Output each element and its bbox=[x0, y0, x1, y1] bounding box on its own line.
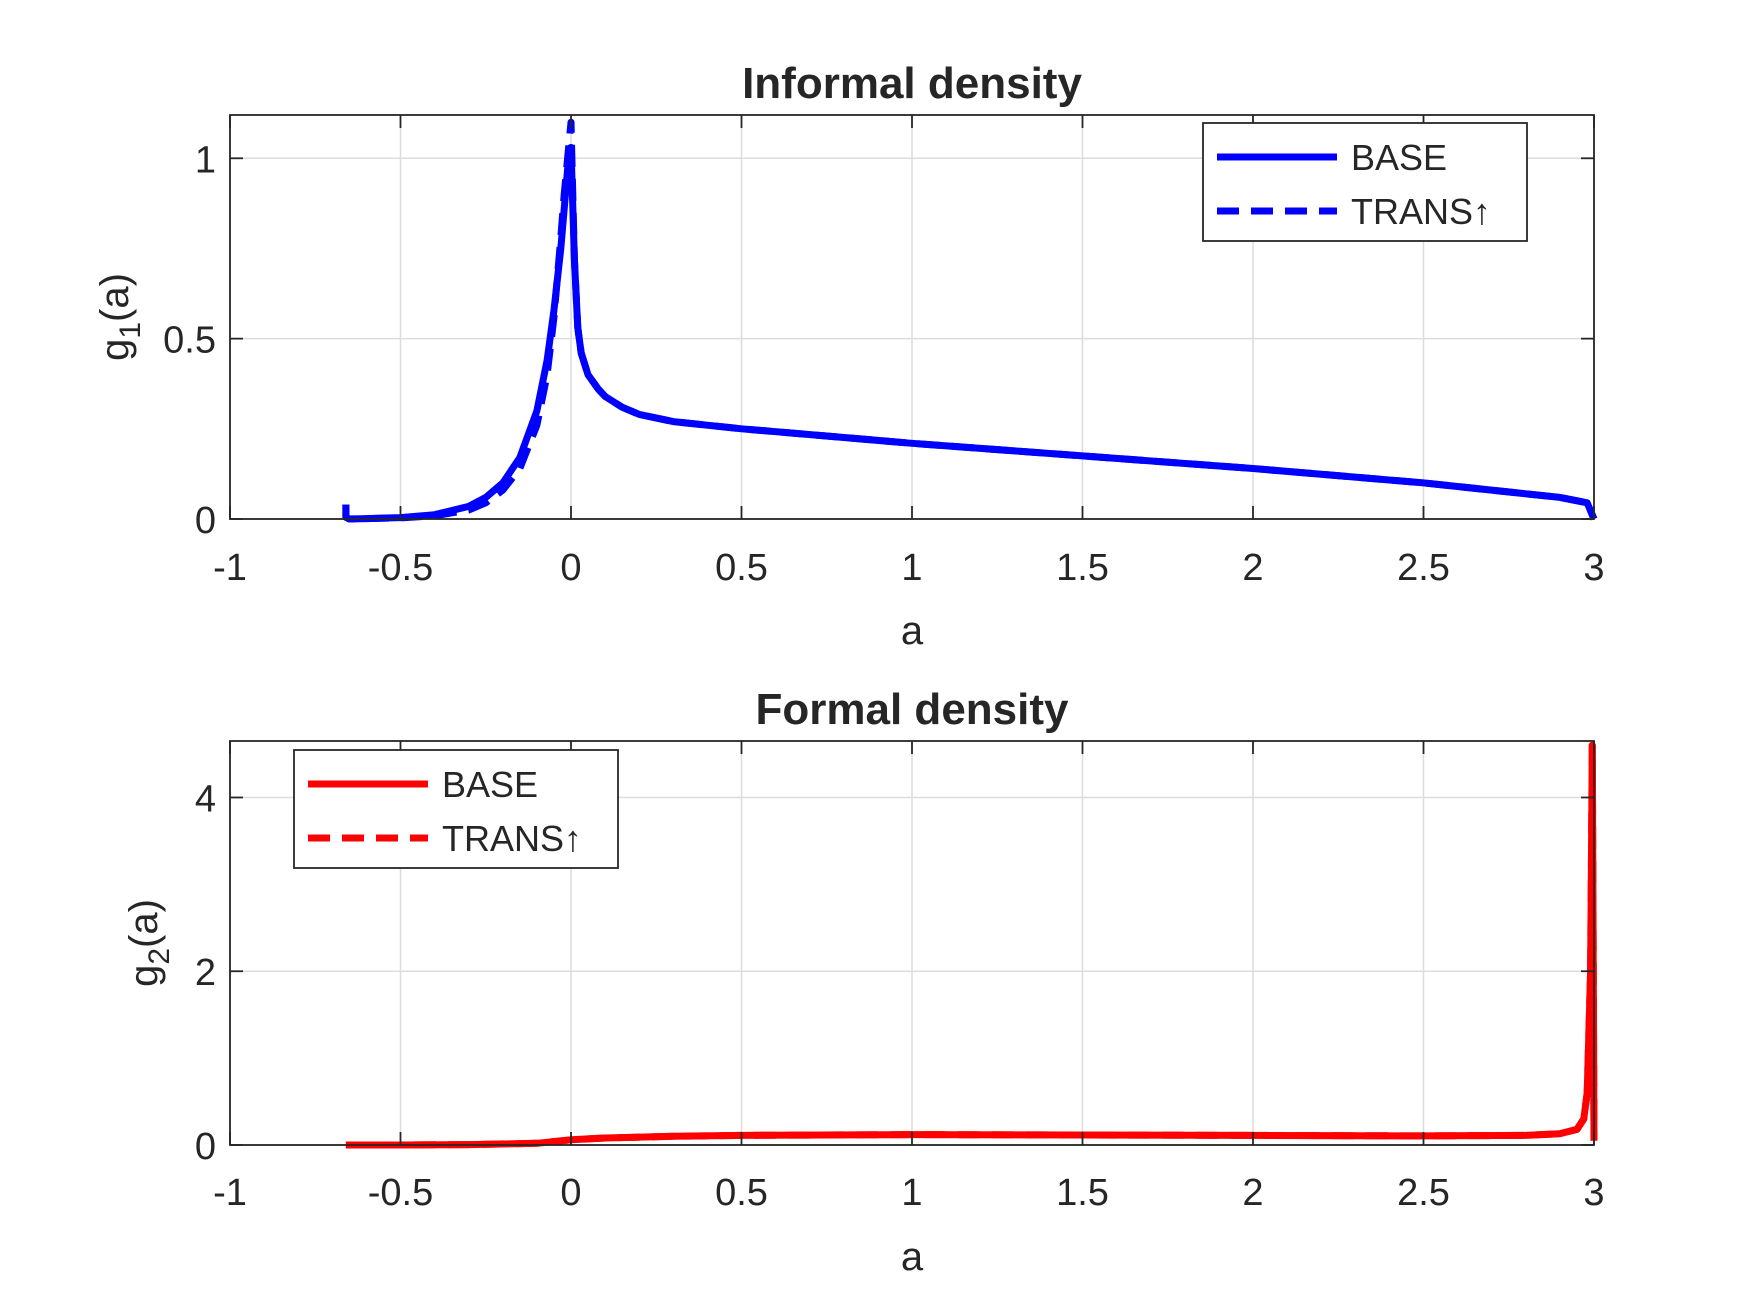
chart-panel-1: -1 -0.5 0 0.5 1 1.5 2 2.5 3 0 0.5 1 Informal density… bbox=[93, 59, 1605, 653]
x-tick-label: 0.5 bbox=[715, 547, 768, 589]
chart-title: Formal density bbox=[756, 685, 1069, 734]
legend-box bbox=[1202, 122, 1528, 242]
y-tick-label: 0 bbox=[195, 500, 216, 542]
legend-label-base: BASE bbox=[442, 764, 538, 805]
y-tick-label: 1 bbox=[195, 139, 216, 181]
x-axis-label: a bbox=[901, 1235, 924, 1279]
x-tick-label: 1 bbox=[901, 1172, 922, 1214]
x-tick-label: 3 bbox=[1583, 1172, 1604, 1214]
y-tick-label: 0 bbox=[195, 1126, 216, 1168]
x-tick-label: 0 bbox=[560, 1172, 581, 1214]
x-tick-label: -0.5 bbox=[368, 547, 433, 589]
x-tick-label: 2 bbox=[1242, 1172, 1263, 1214]
x-tick-label: 1.5 bbox=[1056, 547, 1109, 589]
x-tick-label: -1 bbox=[213, 1172, 247, 1214]
x-tick-label: 1 bbox=[901, 547, 922, 589]
x-tick-label: -0.5 bbox=[368, 1172, 433, 1214]
legend-label-trans: TRANS↑ bbox=[442, 818, 582, 859]
series-line-trans bbox=[342, 118, 1598, 523]
chart-panel-2: -1 -0.5 0 0.5 1 1.5 2 2.5 3 0 2 4 Formal density a g2(… bbox=[122, 685, 1605, 1279]
x-tick-label: 2.5 bbox=[1397, 547, 1450, 589]
y-axis-label: g2(a) bbox=[122, 899, 176, 987]
legend-label-trans: TRANS↑ bbox=[1351, 191, 1491, 232]
x-tick-label: 3 bbox=[1583, 547, 1604, 589]
legend-box bbox=[293, 749, 619, 869]
x-tick-label: 2 bbox=[1242, 547, 1263, 589]
x-tick-label: 1.5 bbox=[1056, 1172, 1109, 1214]
series-line-trans bbox=[345, 741, 1598, 1149]
x-tick-label: 2.5 bbox=[1397, 1172, 1450, 1214]
legend-label-base: BASE bbox=[1351, 137, 1447, 178]
x-axis-label: a bbox=[901, 609, 924, 653]
y-tick-label: 4 bbox=[195, 778, 216, 820]
y-tick-label: 0.5 bbox=[163, 320, 216, 362]
y-axis-label: g1(a) bbox=[93, 273, 147, 361]
x-tick-label: 0 bbox=[560, 547, 581, 589]
chart-title: Informal density bbox=[742, 59, 1082, 108]
y-tick-label: 2 bbox=[195, 952, 216, 994]
legend: BASE TRANS↑ bbox=[1202, 122, 1528, 242]
legend: BASE TRANS↑ bbox=[293, 749, 619, 869]
x-tick-label: -1 bbox=[213, 547, 247, 589]
x-tick-label: 0.5 bbox=[715, 1172, 768, 1214]
